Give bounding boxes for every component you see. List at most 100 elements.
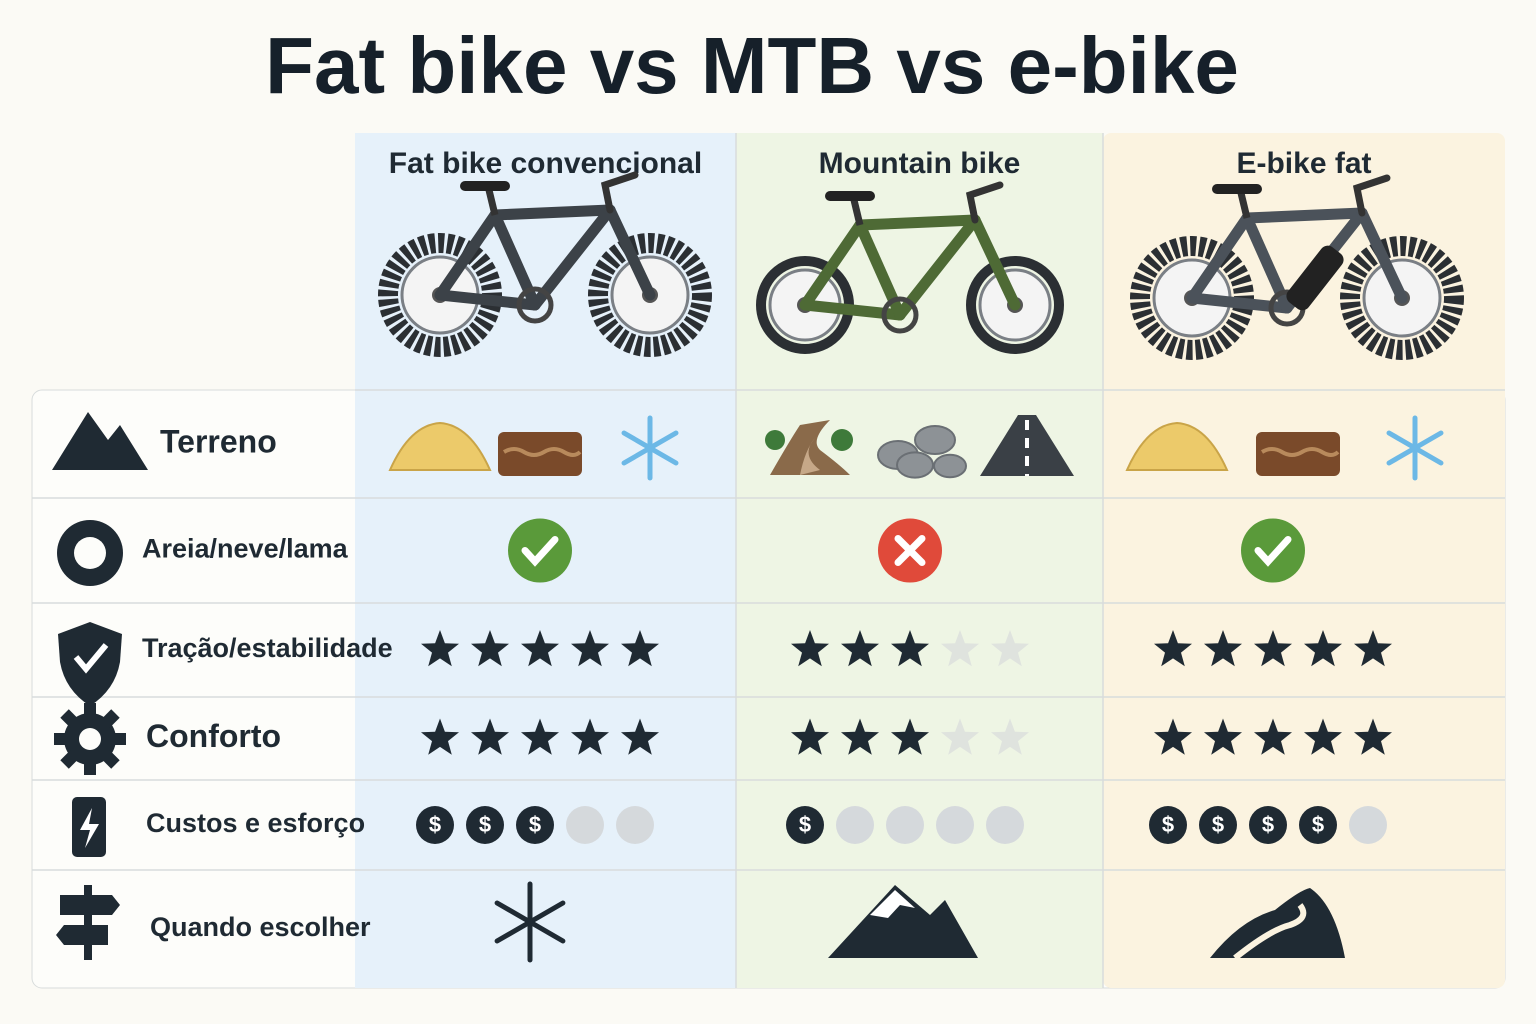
star-rating (1154, 718, 1392, 755)
snowflake-icon (621, 430, 679, 466)
choose-icon (870, 890, 915, 918)
cost-dot (416, 806, 454, 844)
star (1304, 630, 1342, 667)
row-icon (79, 728, 101, 750)
terrain-icon (502, 447, 582, 457)
row-icon (101, 709, 120, 728)
frame-tube (1356, 207, 1408, 304)
star (1254, 630, 1292, 667)
bike-illustration (378, 171, 712, 357)
frame-tube (489, 204, 616, 221)
choose-icon (1233, 903, 1307, 961)
column-header: Mountain bike (819, 147, 1021, 180)
row-icon (54, 733, 68, 745)
bike-illustration (756, 181, 1064, 354)
cost-dot (1149, 806, 1187, 844)
badge-circle (508, 518, 572, 583)
cross-badge (878, 518, 942, 583)
cost-symbol: $ (1162, 812, 1174, 837)
star-empty (991, 630, 1029, 667)
row-label: Quando escolher (150, 912, 371, 942)
row-icon (60, 709, 79, 728)
star (421, 718, 459, 755)
star (471, 630, 509, 667)
star (521, 630, 559, 667)
star (841, 718, 879, 755)
terrain-icon (800, 438, 820, 475)
check-badge (508, 518, 572, 583)
row-icon (74, 537, 106, 569)
snowflake-icon (1386, 430, 1444, 466)
cost-rating: $ $ $ $ (1149, 806, 1387, 844)
column-header: E-bike fat (1236, 147, 1371, 180)
badge-glyph (1254, 536, 1292, 567)
star (471, 718, 509, 755)
badge-circle (1241, 518, 1305, 583)
terrain-icon (1125, 421, 1229, 471)
column-bg (1103, 133, 1505, 988)
star (621, 630, 659, 667)
cost-dot (1199, 806, 1237, 844)
saddle (1212, 184, 1262, 194)
chainring (881, 296, 919, 334)
row-icon (60, 750, 79, 769)
row-label: Conforto (146, 718, 281, 754)
row-icon (101, 750, 120, 769)
star (1154, 630, 1192, 667)
star (571, 630, 609, 667)
saddle (825, 191, 875, 201)
handlebar (965, 181, 1004, 224)
seatpost (1237, 192, 1251, 219)
star (841, 630, 879, 667)
cost-symbol: $ (429, 812, 441, 837)
row-label: Terreno (160, 423, 277, 459)
cost-symbol: $ (529, 812, 541, 837)
terrain-icon (933, 453, 967, 479)
cost-dot (466, 806, 504, 844)
seatpost (850, 199, 864, 226)
star (1304, 718, 1342, 755)
bike-illustration (1130, 174, 1464, 360)
wheel (966, 256, 1064, 354)
row-label: Tração/estabilidade (142, 633, 393, 663)
saddle (460, 181, 510, 191)
terrain-icon (1260, 447, 1340, 457)
row-icon (56, 925, 108, 945)
cost-dot-empty (936, 806, 974, 844)
terrain-icon (831, 429, 853, 451)
frame-tube (1186, 212, 1253, 304)
frame-tube (604, 204, 656, 301)
cost-dot-empty (836, 806, 874, 844)
cost-symbol: $ (1312, 812, 1324, 837)
cost-dot-empty (886, 806, 924, 844)
row-icon (84, 703, 96, 717)
seatpost (485, 189, 499, 216)
star (1204, 718, 1242, 755)
star (1154, 718, 1192, 755)
terrain-icon (896, 451, 934, 479)
row-icon (84, 761, 96, 775)
star-empty (941, 630, 979, 667)
cost-dot (786, 806, 824, 844)
star-empty (941, 718, 979, 755)
column-header: Fat bike convencional (389, 147, 702, 180)
cost-dot-empty (1349, 806, 1387, 844)
choose-icon (1210, 888, 1345, 958)
star-rating (421, 630, 659, 667)
cost-symbol: $ (479, 812, 491, 837)
chainring (516, 286, 554, 324)
star-rating (421, 718, 659, 755)
cost-dot (1299, 806, 1337, 844)
star (571, 718, 609, 755)
star (521, 718, 559, 755)
star (621, 718, 659, 755)
frame-tube (854, 214, 981, 231)
star (891, 718, 929, 755)
frame-tube (799, 219, 866, 311)
wheel (1340, 236, 1464, 360)
frame-tube (1241, 207, 1368, 224)
cost-symbol: $ (1262, 812, 1274, 837)
frame-tube (969, 214, 1021, 311)
